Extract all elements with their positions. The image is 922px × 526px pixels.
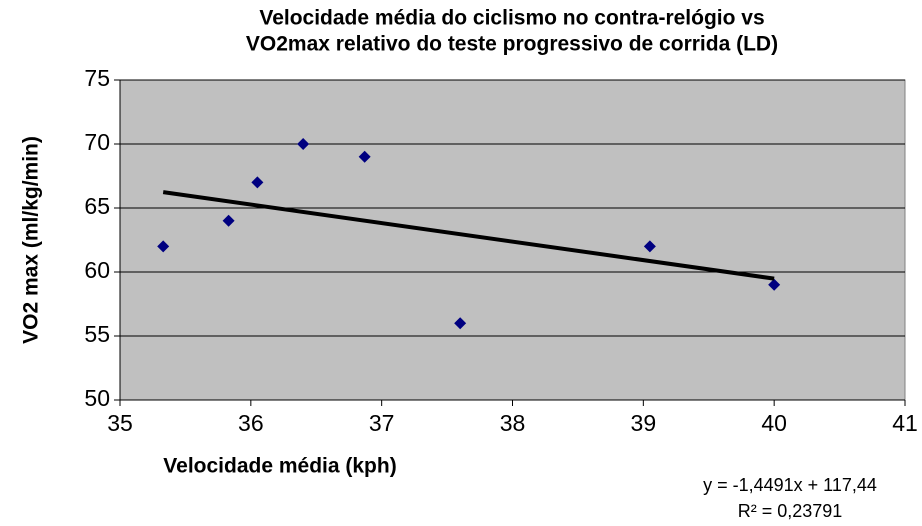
point [768, 278, 781, 291]
x-tick-label: 37 [369, 410, 395, 436]
point [454, 317, 467, 330]
x-axis-title: Velocidade média (kph) [163, 455, 396, 478]
point [157, 240, 170, 253]
chart-title: VO2max relativo do teste progressivo de … [246, 33, 778, 56]
x-tick-label: 35 [107, 410, 133, 436]
y-tick-label: 70 [84, 129, 110, 155]
y-tick-label: 50 [84, 385, 110, 411]
trendline [162, 190, 775, 281]
point [358, 150, 371, 163]
y-tick-label: 60 [84, 257, 110, 283]
y-tick-label: 55 [84, 321, 110, 347]
y-tick-label: 75 [84, 65, 110, 91]
point [643, 240, 656, 253]
x-tick-label: 38 [500, 410, 526, 436]
x-tick-label: 36 [238, 410, 264, 436]
x-tick-label: 41 [892, 410, 918, 436]
point [222, 214, 235, 227]
point [251, 176, 264, 189]
x-tick-label: 39 [631, 410, 657, 436]
trend-equation: y = -1,4491x + 117,44 [703, 475, 877, 495]
point [297, 138, 310, 150]
trend-r2: R² = 0,23791 [738, 501, 843, 521]
y-axis-title: VO2 max (ml/kg/min) [20, 136, 43, 344]
x-tick-label: 40 [761, 410, 787, 436]
chart-title: Velocidade média do ciclismo no contra-r… [259, 7, 764, 30]
y-tick-label: 65 [84, 193, 110, 219]
